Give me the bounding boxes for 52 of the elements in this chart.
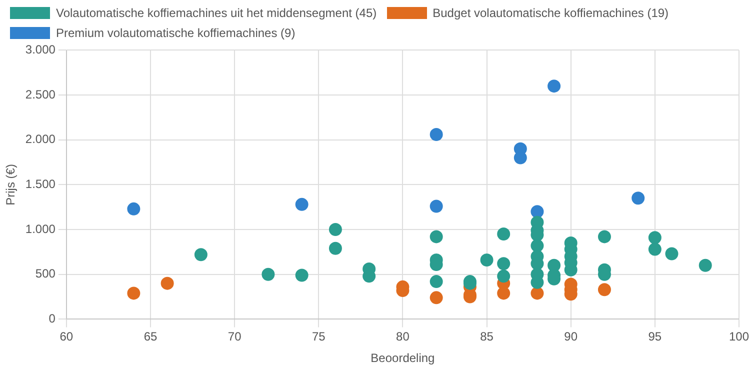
point [514, 151, 527, 164]
y-tick-label: 500 [35, 266, 56, 281]
point [328, 242, 342, 255]
point [598, 230, 611, 244]
x-tick-label: 90 [564, 330, 578, 344]
y-axis-title: Prijs (€) [4, 164, 18, 206]
point [548, 80, 561, 93]
y-tick-label: 2.000 [25, 132, 56, 146]
point [530, 286, 544, 300]
x-tick-label: 75 [312, 330, 326, 344]
point [497, 228, 510, 241]
point [480, 254, 494, 267]
point [262, 268, 275, 281]
point [530, 239, 544, 252]
x-tick-label: 100 [728, 330, 750, 344]
y-tick-label: 2.500 [25, 87, 56, 102]
x-tick-label: 60 [60, 330, 74, 344]
point [497, 286, 510, 300]
point [497, 270, 510, 283]
point [127, 202, 140, 216]
point [632, 192, 645, 205]
point [430, 128, 443, 141]
y-tick-label: 3.000 [25, 42, 56, 57]
x-axis-title: Beoordeling [370, 351, 435, 366]
point [430, 230, 443, 244]
point [430, 200, 443, 213]
y-tick-label: 1.000 [25, 222, 56, 236]
x-tick-label: 85 [480, 330, 494, 344]
y-tick-label: 1.500 [25, 177, 56, 192]
point [295, 198, 308, 211]
point [194, 248, 208, 262]
legend-label: Budget volautomatische koffiemachines (19) [432, 6, 669, 20]
x-tick-label: 70 [228, 330, 242, 344]
point [497, 257, 510, 270]
x-tick-label: 65 [144, 330, 158, 344]
legend-label: Volautomatische koffiemachines uit het middensegment (45) [56, 6, 377, 20]
point [648, 242, 662, 256]
y-tick-label: 0 [48, 312, 56, 326]
x-tick-label: 95 [648, 330, 662, 344]
point [430, 291, 443, 304]
point [295, 268, 308, 282]
point [698, 258, 712, 272]
point [328, 223, 342, 236]
point [530, 205, 544, 218]
legend-label: Premium volautomatische koffiemachines (9) [56, 26, 296, 40]
point [127, 286, 140, 300]
point [598, 283, 611, 296]
point [430, 275, 443, 288]
x-tick-label: 80 [396, 330, 410, 344]
point [665, 247, 678, 260]
point [648, 231, 662, 244]
point [160, 276, 174, 290]
